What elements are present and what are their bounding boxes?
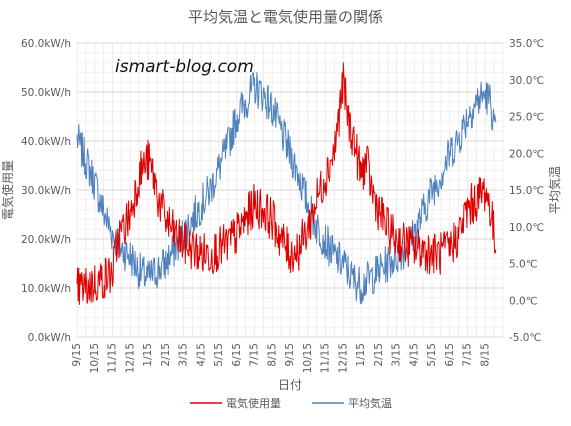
x-tick-label: 7/15 (462, 343, 474, 367)
x-axis-label: 日付 (278, 378, 302, 392)
y-right-tick-label: 30.0℃ (509, 75, 544, 87)
y-left-tick-label: 50.0kW/h (21, 87, 71, 99)
y-right-tick-label: 5.0℃ (509, 259, 538, 271)
x-tick-label: 3/15 (178, 343, 190, 367)
x-tick-label: 6/15 (444, 343, 456, 367)
x-tick-label: 11/15 (320, 343, 332, 373)
chart-title: 平均気温と電気使用量の関係 (188, 8, 383, 26)
x-tick-label: 10/15 (89, 343, 101, 373)
x-tick-label: 3/15 (391, 343, 403, 367)
y-left-tick-label: 60.0kW/h (21, 38, 71, 50)
x-tick-label: 8/15 (266, 343, 278, 367)
series-line-electricity (76, 62, 497, 305)
y-left-tick-label: 0.0kW/h (28, 332, 71, 344)
y-right-tick-label: -5.0℃ (509, 332, 541, 344)
x-axis-ticks: 9/15 10/15 11/15 12/15 1/15 2/15 3/15 4/15 5/15 6… (71, 343, 491, 373)
x-tick-label: 10/15 (302, 343, 314, 373)
y-right-tick-label: 0.0℃ (509, 295, 538, 307)
y-right-tick-label: 10.0℃ (509, 222, 544, 234)
x-tick-label: 5/15 (213, 343, 225, 367)
x-tick-label: 11/15 (107, 343, 119, 373)
x-tick-label: 1/15 (355, 343, 367, 367)
y-left-tick-label: 20.0kW/h (21, 234, 71, 246)
x-tick-label: 9/15 (284, 343, 296, 367)
x-tick-label: 5/15 (426, 343, 438, 367)
y-right-tick-label: 35.0℃ (509, 38, 544, 50)
y-left-tick-label: 30.0kW/h (21, 185, 71, 197)
x-tick-label: 1/15 (142, 343, 154, 367)
left-axis-ticks: 0.0kW/h 10.0kW/h 20.0kW/h 30.0kW/h 40.0kW/h 5… (21, 38, 71, 344)
x-tick-label: 4/15 (195, 343, 207, 367)
x-tick-label: 6/15 (231, 343, 243, 367)
legend-label-temperature: 平均気温 (348, 396, 392, 410)
x-tick-label: 7/15 (249, 343, 261, 367)
legend-label-electricity: 電気使用量 (226, 396, 281, 410)
y-left-tick-label: 40.0kW/h (21, 136, 71, 148)
series-layer (76, 62, 497, 305)
y-left-tick-label: 10.0kW/h (21, 283, 71, 295)
x-tick-label: 12/15 (337, 343, 349, 373)
x-tick-label: 2/15 (373, 343, 385, 367)
x-tick-label: 9/15 (71, 343, 83, 367)
x-tick-label: 12/15 (124, 343, 136, 373)
x-tick-label: 8/15 (479, 343, 491, 367)
right-axis-ticks: -5.0℃ 0.0℃ 5.0℃ 10.0℃ 15.0℃ 20.0℃ 25.0℃ 30.0℃ 35… (509, 38, 544, 344)
y-axis-label-right: 平均気温 (547, 166, 562, 214)
x-tick-label: 2/15 (160, 343, 172, 367)
watermark: ismart-blog.com (115, 57, 254, 77)
y-right-tick-label: 25.0℃ (509, 112, 544, 124)
legend: 電気使用量 平均気温 (190, 396, 392, 410)
y-right-tick-label: 20.0℃ (509, 148, 544, 160)
grid (76, 42, 504, 338)
series-line-temperature (76, 72, 497, 305)
y-right-tick-label: 15.0℃ (509, 185, 544, 197)
y-axis-label-left: 電気使用量 (0, 160, 15, 220)
x-tick-label: 4/15 (408, 343, 420, 367)
